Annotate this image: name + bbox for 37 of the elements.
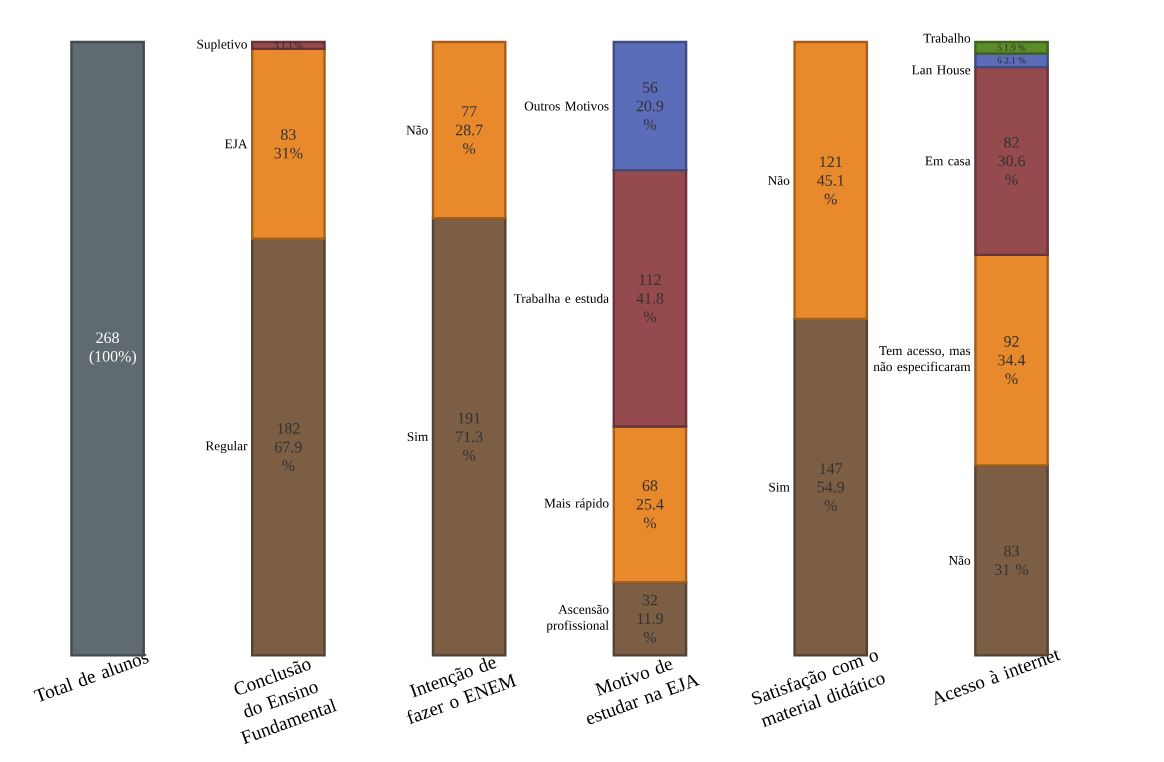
data-label: 121 45.1 % [817,156,844,205]
data-label: 112 41.8 % [636,274,664,323]
series-label: Não [948,555,971,565]
series-label: Em casa [925,156,971,166]
data-label: 147 54.9 % [817,463,845,512]
series-label: Sim [769,482,790,492]
x-tick-label: Total de alunos [33,654,149,702]
data-label: 56 20.9 % [636,82,664,131]
data-label: 191 71.3 % [456,412,483,461]
data-label: 83 31% [274,129,303,159]
series-label: Tem acesso, mas não especificaram [873,346,971,374]
x-tick-label: Intenção de fazer o ENEM [407,657,517,725]
data-label: 3 1.1 % [274,42,303,49]
series-label: Regular [205,441,248,454]
data-label: 82 30.6 % [998,136,1026,185]
data-label: 182 67.9 % [275,423,302,472]
series-label: Sim [407,432,429,442]
data-label: 6 2.1 % [997,57,1026,64]
series-label: Supletivo [197,39,247,52]
data-label: 268 (100%) [89,332,136,365]
series-label: Não [768,175,790,185]
series-label: Trabalha e estuda [513,293,609,303]
data-label: 77 28.7 % [455,106,483,155]
data-label: 92 34.4 % [998,336,1026,385]
data-label: 32 11.9 % [637,594,663,643]
x-tick-label: Acesso à internet [934,650,1061,706]
series-label: Ascensão profissional [546,604,609,633]
data-label: 68 25.4 % [636,480,664,529]
series-label: Mais rápido [544,498,609,511]
series-label: Trabalho [923,33,971,43]
series-label: Lan House [911,65,971,75]
series-label: Outros Motivos [524,101,609,111]
series-label: Não [406,125,428,135]
data-label: 5 1.9 % [997,44,1026,51]
data-label: 83 31 % [995,545,1029,576]
series-label: EJA [224,139,248,149]
x-tick-label: Motivo de estudar na EJA [587,659,700,725]
